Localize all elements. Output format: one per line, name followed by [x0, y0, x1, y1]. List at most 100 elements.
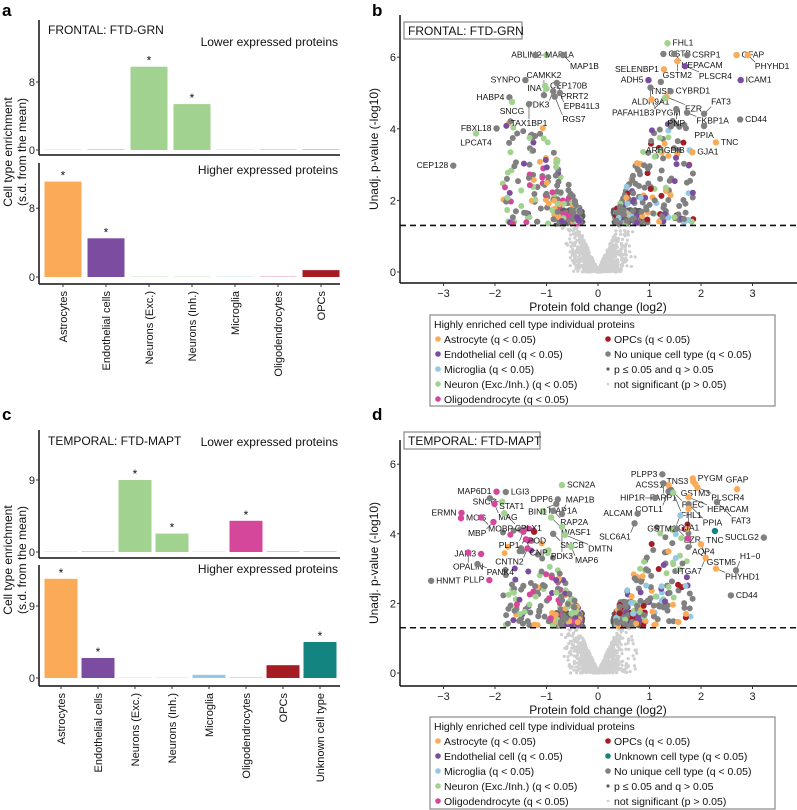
point-not-significant — [577, 230, 581, 234]
point-not-significant — [629, 264, 634, 269]
point-nounique — [536, 608, 543, 615]
point-not-significant — [626, 639, 631, 643]
point-not-significant — [595, 670, 599, 674]
point-not-significant — [597, 269, 601, 273]
labeled-point-scn2a — [558, 481, 566, 489]
point-endothelial — [558, 217, 565, 224]
bar-oligodendrocytes — [229, 520, 263, 552]
point-neuron — [549, 207, 556, 214]
point-not-significant — [577, 258, 581, 262]
labeled-point-map6 — [568, 543, 575, 550]
point-astrocyte — [542, 196, 549, 203]
point-not-significant — [574, 665, 578, 669]
subplot-label: Lower expressed proteins — [201, 35, 338, 49]
point-not-significant — [587, 651, 591, 655]
point-nounique — [650, 602, 657, 609]
point-not-significant — [566, 634, 570, 638]
point-label: LPCAT4 — [460, 137, 492, 147]
labeled-point-pafah1b3 — [661, 94, 669, 102]
bar-neurons-inh- — [155, 677, 189, 678]
point-neuron — [553, 589, 560, 596]
labeled-point-slc6a1 — [631, 520, 638, 527]
bar-oligodendrocytes — [259, 276, 297, 277]
point-not-significant — [616, 236, 621, 241]
point-not-significant — [568, 233, 573, 237]
scatter-points — [500, 521, 696, 675]
point-neuron — [517, 611, 524, 618]
point-label: GSTM2 — [663, 70, 693, 80]
x-tick-label: Neurons (Inh.) — [167, 693, 179, 763]
bar-microglia — [192, 674, 226, 678]
point-not-significant — [620, 651, 624, 656]
point-not-significant — [568, 264, 572, 268]
point-astrocyte — [665, 548, 672, 555]
point-not-significant — [623, 234, 627, 238]
point-not-significant — [629, 254, 633, 259]
point-not-significant — [612, 267, 616, 271]
point-not-significant — [580, 650, 584, 654]
labeled-point-dmtn — [561, 531, 569, 539]
point-nounique — [557, 606, 564, 613]
point-nounique — [504, 620, 511, 627]
point-nounique — [669, 540, 676, 547]
x-tick-label: Microglia — [204, 692, 216, 737]
point-not-significant — [576, 263, 580, 268]
point-neuron — [637, 565, 644, 572]
labeled-point-hip1r — [651, 494, 659, 502]
chart-title: TEMPORAL: FTD-MAPT — [48, 434, 182, 448]
point-neuron — [665, 134, 672, 141]
x-tick-label: 0 — [595, 288, 601, 300]
point-label: FKBP1A — [696, 116, 729, 126]
legend-swatch-opcs — [605, 336, 611, 342]
point-label: CAMKK2 — [526, 70, 561, 80]
legend-swatch-endothelial — [435, 753, 441, 759]
point-label: PLP1 — [499, 540, 520, 550]
point-nounique — [534, 183, 541, 190]
point-not-significant — [618, 229, 622, 233]
point-nounique — [502, 571, 509, 578]
point-not-significant — [616, 656, 621, 660]
point-not-significant — [566, 658, 570, 662]
point-label: INA — [527, 83, 542, 93]
point-astrocyte — [543, 179, 550, 186]
point-not-significant — [568, 237, 572, 241]
labeled-point-mbp — [490, 518, 497, 526]
point-endothelial — [660, 561, 667, 568]
point-label: GFAP — [726, 474, 749, 484]
point-nounique — [660, 155, 667, 162]
point-nounique — [653, 524, 660, 531]
panel-letter-d: d — [372, 405, 382, 424]
labeled-point-map1b — [559, 51, 567, 59]
point-not-significant — [574, 254, 578, 258]
point-label: TNS3 — [667, 476, 689, 486]
y-tick-label: 0 — [390, 267, 396, 279]
panel-letter-b: b — [372, 1, 382, 20]
point-label: GJA1 — [678, 523, 700, 533]
point-not-significant — [574, 266, 578, 270]
point-endothelial — [525, 568, 532, 575]
point-not-significant — [572, 654, 576, 658]
point-not-significant — [630, 634, 634, 639]
point-astrocyte — [530, 176, 537, 183]
bar-neurons-exc- — [118, 480, 152, 552]
point-not-significant — [582, 247, 587, 251]
labeled-point-sncb — [549, 530, 557, 537]
point-label: BIN1 — [528, 507, 547, 517]
point-nounique — [669, 117, 676, 124]
labeled-point-jam3 — [477, 550, 485, 558]
point-nounique — [514, 130, 521, 137]
point-label: DMTN — [588, 543, 613, 553]
point-nounique — [520, 128, 527, 135]
point-not-significant — [591, 258, 595, 262]
point-not-significant — [611, 245, 615, 249]
point-nounique — [617, 206, 624, 213]
point-astrocyte — [574, 619, 581, 626]
labeled-point-gstm2 — [674, 57, 681, 65]
point-nounique — [539, 555, 546, 562]
point-not-significant — [583, 250, 587, 254]
point-microglia — [658, 583, 665, 590]
point-not-significant — [572, 631, 576, 635]
x-tick-label: Unknown cell type — [315, 693, 327, 782]
point-endothelial — [503, 122, 510, 129]
point-not-significant — [589, 664, 593, 668]
